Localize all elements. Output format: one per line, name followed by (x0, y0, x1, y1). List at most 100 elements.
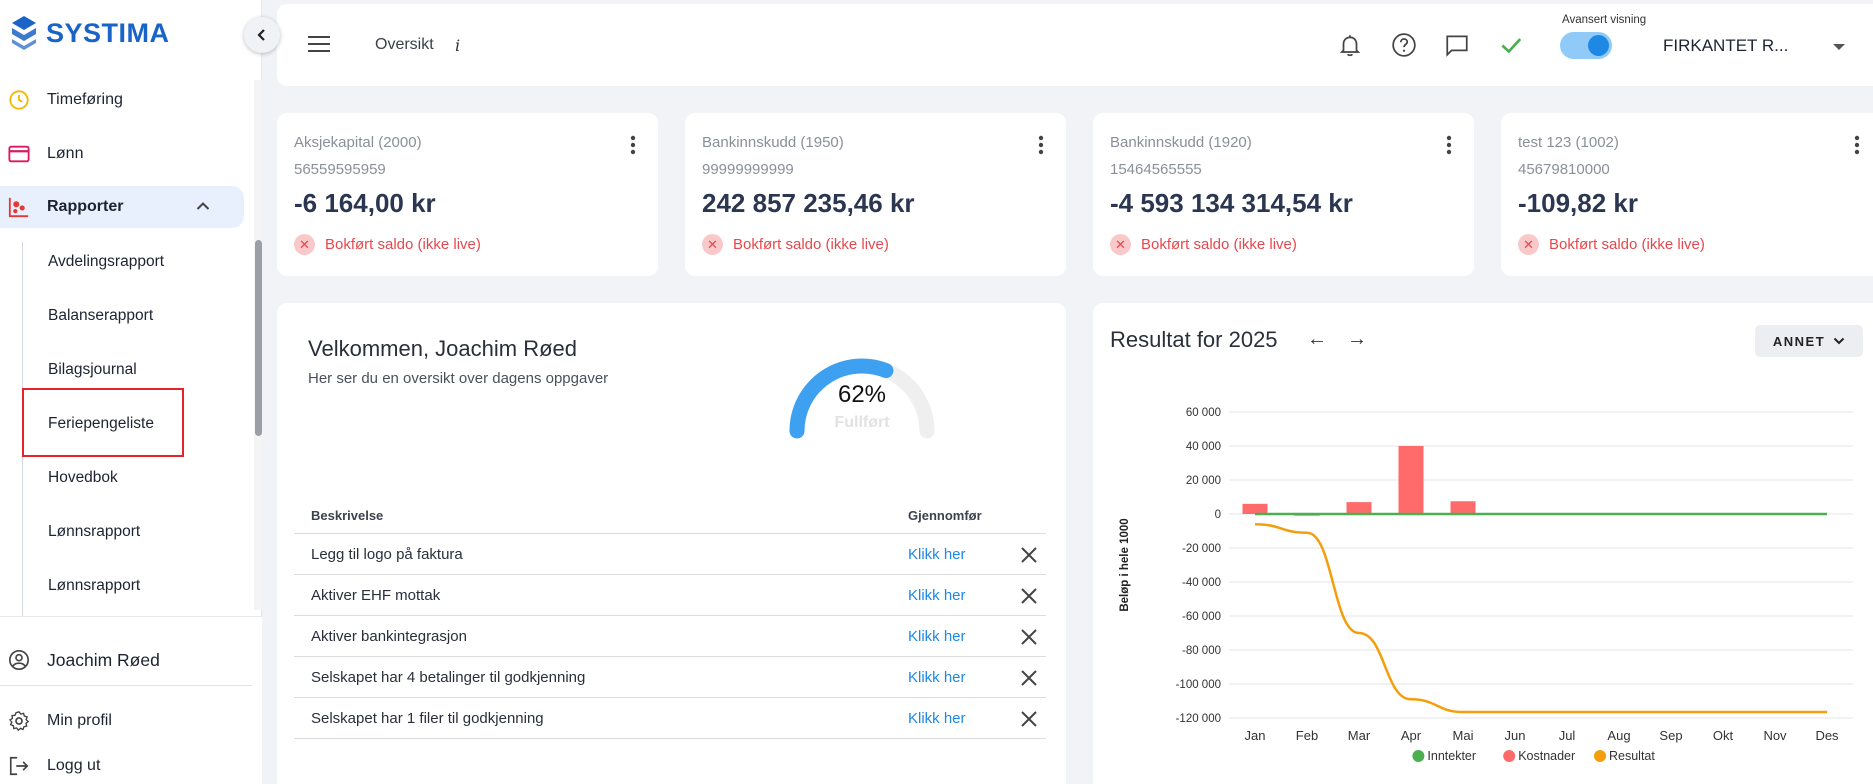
y-tick-label: 60 000 (1186, 407, 1221, 419)
bell-icon[interactable] (1337, 32, 1363, 58)
y-tick-label: -60 000 (1182, 611, 1221, 623)
sidebar-subitem-lonnsrapport[interactable]: Lønnsrapport (48, 523, 141, 540)
account-card[interactable]: Aksjekapital (2000) 56559595959 -6 164,0… (277, 113, 658, 276)
card-icon (8, 145, 30, 163)
task-description: Legg til logo på faktura (311, 546, 463, 563)
gear-icon (8, 711, 30, 732)
sidebar-subitem-avdelingsrapport[interactable]: Avdelingsrapport (48, 253, 165, 270)
sidebar-subitem-hovedbok[interactable]: Hovedbok (48, 469, 118, 486)
close-icon[interactable] (1019, 545, 1039, 565)
account-name: test 123 (1002) (1518, 134, 1619, 151)
x-tick-label: Des (1815, 728, 1839, 743)
divider (0, 685, 252, 686)
task-link[interactable]: Klikk her (908, 628, 966, 645)
more-vertical-icon[interactable] (1854, 135, 1860, 155)
legend-label: Resultat (1609, 749, 1655, 763)
col-gjennomfor: Gjennomfør (908, 508, 982, 523)
y-tick-label: -100 000 (1176, 679, 1221, 691)
company-selector[interactable]: FIRKANTET R... (1663, 36, 1789, 55)
table-row: Selskapet har 4 betalinger til godkjenni… (294, 657, 1046, 698)
account-balance: -4 593 134 314,54 kr (1110, 188, 1353, 218)
task-description: Aktiver bankintegrasjon (311, 628, 467, 645)
account-status: ✕ Bokført saldo (ikke live) (1518, 234, 1705, 255)
x-tick-label: Mar (1348, 728, 1371, 743)
table-row: Legg til logo på faktura Klikk her (294, 534, 1046, 575)
systima-logo-icon (12, 16, 36, 50)
sidebar-item-rapporter[interactable]: Rapporter (0, 186, 244, 228)
caret-down-icon[interactable] (1833, 44, 1845, 50)
sidebar: SYSTIMA Timeføring Lønn Rapporter Avdeli… (0, 0, 262, 784)
next-year-arrow-icon[interactable]: → (1347, 328, 1367, 350)
account-card[interactable]: test 123 (1002) 45679810000 -109,82 kr ✕… (1501, 113, 1873, 276)
table-header: Beskrivelse Gjennomfør (294, 494, 1046, 534)
gauge-percent: 62% (838, 381, 886, 408)
x-tick-label: Feb (1296, 728, 1318, 743)
account-name: Bankinnskudd (1920) (1110, 134, 1252, 151)
account-card[interactable]: Bankinnskudd (1950) 99999999999 242 857 … (685, 113, 1066, 276)
sidebar-item-label: Rapporter (47, 198, 124, 215)
topbar: Oversikt i Avansert visning FIRKANTET R.… (277, 4, 1873, 86)
sidebar-item-label: Lønn (47, 145, 84, 162)
account-number: 99999999999 (702, 161, 794, 178)
account-balance: -6 164,00 kr (294, 188, 436, 218)
y-tick-label: -20 000 (1182, 543, 1221, 555)
help-icon[interactable] (1391, 32, 1417, 58)
close-icon[interactable] (1019, 668, 1039, 688)
error-icon: ✕ (1518, 234, 1539, 255)
task-link[interactable]: Klikk her (908, 546, 966, 563)
account-status-text: Bokført saldo (ikke live) (1141, 236, 1297, 253)
table-row: Aktiver EHF mottak Klikk her (294, 575, 1046, 616)
menu-icon[interactable] (307, 34, 331, 54)
collapse-sidebar-button[interactable] (244, 17, 280, 53)
sidebar-scrollbar-thumb[interactable] (255, 240, 262, 436)
bar-kostnader (1398, 446, 1424, 514)
y-tick-label: 40 000 (1186, 441, 1221, 453)
x-tick-label: Apr (1401, 728, 1422, 743)
y-tick-label: 0 (1215, 509, 1221, 521)
reports-icon (8, 197, 29, 218)
close-icon[interactable] (1019, 709, 1039, 729)
check-icon[interactable] (1498, 32, 1524, 58)
y-tick-label: -80 000 (1182, 645, 1221, 657)
gauge-fill (789, 358, 894, 439)
close-icon[interactable] (1019, 627, 1039, 647)
chevron-up-icon[interactable] (196, 201, 210, 211)
y-axis-label: Beløp i hele 1000 (1119, 518, 1131, 611)
account-status-text: Bokført saldo (ikke live) (325, 236, 481, 253)
logo[interactable]: SYSTIMA (10, 14, 170, 52)
task-link[interactable]: Klikk her (908, 710, 966, 727)
clock-icon (9, 90, 29, 110)
x-tick-label: Sep (1659, 728, 1682, 743)
chat-icon[interactable] (1444, 32, 1470, 58)
gauge-label: Fullført (834, 414, 890, 431)
task-link[interactable]: Klikk her (908, 587, 966, 604)
info-icon[interactable]: i (455, 36, 461, 55)
bar-kostnader (1242, 503, 1268, 514)
close-icon[interactable] (1019, 586, 1039, 606)
more-vertical-icon[interactable] (1038, 135, 1044, 155)
annet-dropdown-button[interactable]: ANNET (1755, 325, 1863, 357)
sidebar-subitem-balanserapport[interactable]: Balanserapport (48, 307, 154, 324)
task-link[interactable]: Klikk her (908, 669, 966, 686)
x-tick-label: Aug (1607, 728, 1630, 743)
x-tick-label: Jan (1245, 728, 1266, 743)
advanced-view-label: Avansert visning (1562, 14, 1647, 26)
sidebar-subitem-lonnsrapport-2[interactable]: Lønnsrapport (48, 577, 141, 594)
table-row: Aktiver bankintegrasjon Klikk her (294, 616, 1046, 657)
sidebar-subitem-bilagsjournal[interactable]: Bilagsjournal (48, 361, 137, 378)
x-tick-label: Mai (1453, 728, 1474, 743)
account-number: 15464565555 (1110, 161, 1202, 178)
sidebar-subitem-feriepengeliste[interactable]: Feriepengeliste (48, 415, 154, 432)
prev-year-arrow-icon[interactable]: ← (1307, 328, 1327, 350)
user-name: Joachim Røed (47, 649, 160, 670)
account-card[interactable]: Bankinnskudd (1920) 15464565555 -4 593 1… (1093, 113, 1474, 276)
account-number: 45679810000 (1518, 161, 1610, 178)
more-vertical-icon[interactable] (1446, 135, 1452, 155)
error-icon: ✕ (702, 234, 723, 255)
welcome-subtitle: Her ser du en oversikt over dagens oppga… (308, 370, 609, 387)
more-vertical-icon[interactable] (630, 135, 636, 155)
account-number: 56559595959 (294, 161, 386, 178)
table-row: Selskapet har 1 filer til godkjenning Kl… (294, 698, 1046, 739)
logout-icon (9, 756, 29, 776)
advanced-view-toggle[interactable] (1560, 32, 1612, 59)
